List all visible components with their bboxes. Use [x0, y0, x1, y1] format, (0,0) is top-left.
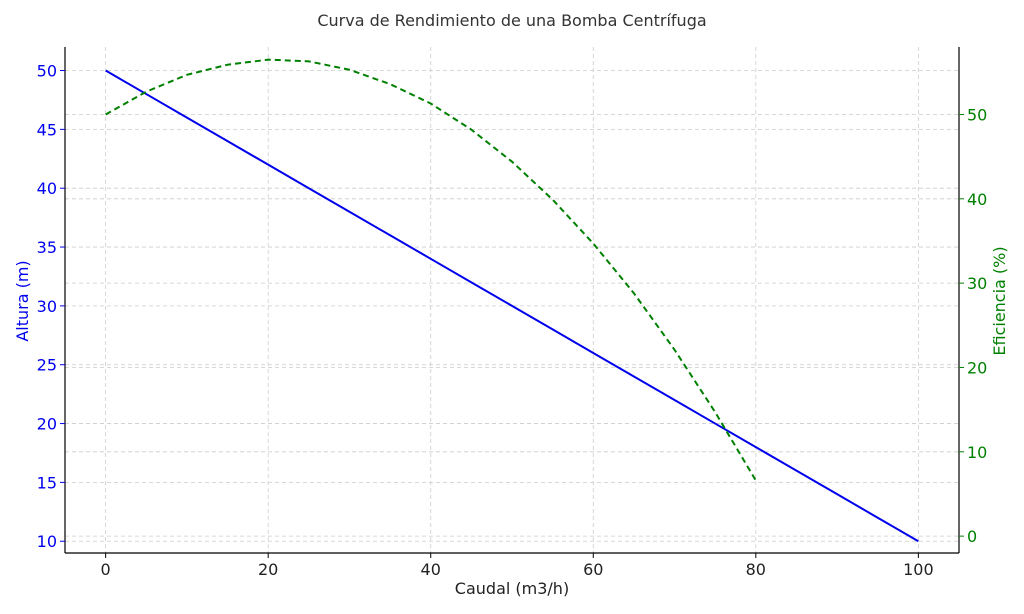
- x-tick-label: 100: [903, 560, 934, 579]
- y2-tick-label: 30: [967, 274, 987, 293]
- y-axis-label-right: Eficiencia (%): [990, 246, 1009, 355]
- x-tick-label: 80: [746, 560, 766, 579]
- x-tick-label: 0: [101, 560, 111, 579]
- y-tick-label: 15: [37, 473, 57, 492]
- y2-tick-label: 10: [967, 443, 987, 462]
- y-tick-label: 30: [37, 297, 57, 316]
- y-tick-label: 10: [37, 532, 57, 551]
- y-tick-label: 50: [37, 62, 57, 81]
- series-line-altura: [105, 69, 919, 543]
- y2-tick-label: 0: [967, 527, 977, 546]
- chart-title: Curva de Rendimiento de una Bomba Centrí…: [317, 11, 706, 30]
- series-line-eficiencia: [105, 58, 757, 481]
- grid: [65, 47, 959, 553]
- y-tick-label: 45: [37, 120, 57, 139]
- axes: [60, 47, 964, 558]
- y2-tick-label: 50: [967, 105, 987, 124]
- y-tick-label: 35: [37, 238, 57, 257]
- x-axis-label: Caudal (m3/h): [455, 579, 569, 598]
- x-tick-label: 20: [258, 560, 278, 579]
- y2-tick-label: 20: [967, 358, 987, 377]
- y-axis-label-left: Altura (m): [13, 260, 32, 341]
- y-tick-label: 20: [37, 415, 57, 434]
- data-series: [105, 58, 919, 543]
- y-tick-label: 25: [37, 356, 57, 375]
- x-tick-label: 60: [583, 560, 603, 579]
- tick-labels: 0 20 40 60 80 100 10 15 20 25 30 35 40 45 50 0 10 20 30 40 5…: [37, 62, 988, 579]
- y-tick-label: 40: [37, 179, 57, 198]
- x-tick-label: 40: [421, 560, 441, 579]
- y2-tick-label: 40: [967, 190, 987, 209]
